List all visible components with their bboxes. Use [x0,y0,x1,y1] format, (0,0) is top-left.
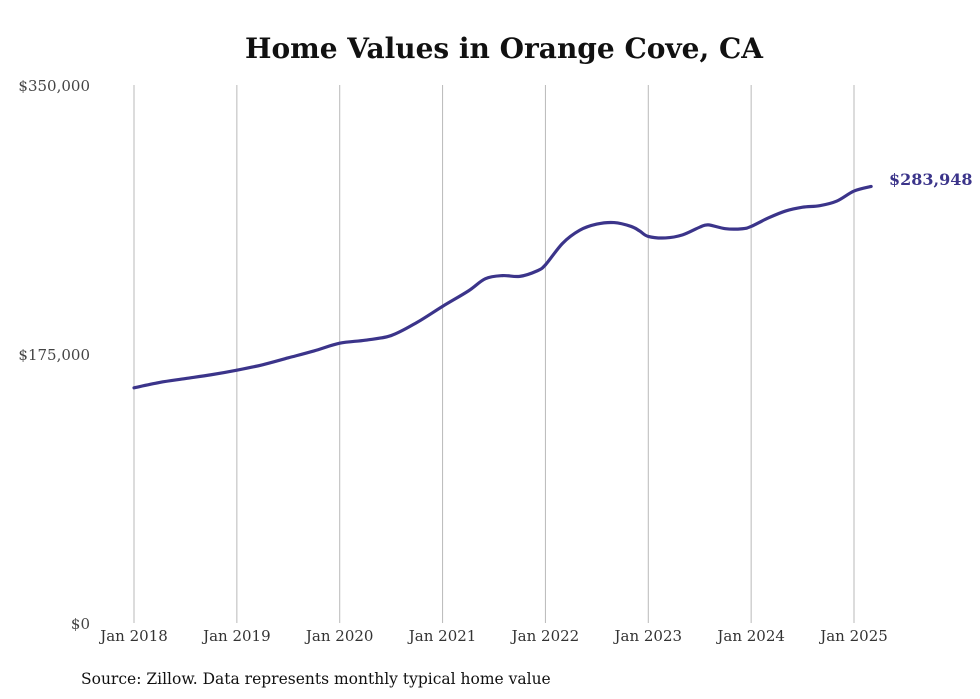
x-tick-label: Jan 2024 [715,627,785,645]
x-tick-label: Jan 2019 [201,627,271,645]
source-note: Source: Zillow. Data represents monthly … [81,670,551,688]
y-axis-ticks: $0 $175,000 $350,000 [18,77,90,633]
x-tick-label: Jan 2023 [613,627,683,645]
latest-value-label: $283,948 [889,170,973,189]
x-tick-label: Jan 2025 [818,627,888,645]
home-value-series-line [132,184,873,390]
y-tick-label: $0 [71,615,90,633]
x-tick-label: Jan 2020 [304,627,374,645]
y-tick-label: $350,000 [18,77,90,95]
x-tick-label: Jan 2018 [98,627,168,645]
x-axis-ticks: Jan 2018 Jan 2019 Jan 2020 Jan 2021 Jan 2022… [98,627,888,645]
x-tick-label: Jan 2022 [510,627,580,645]
x-tick-label: Jan 2021 [407,627,477,645]
chart-title: Home Values in Orange Cove, CA [245,32,764,65]
gridlines [133,85,855,623]
y-tick-label: $175,000 [18,346,90,364]
